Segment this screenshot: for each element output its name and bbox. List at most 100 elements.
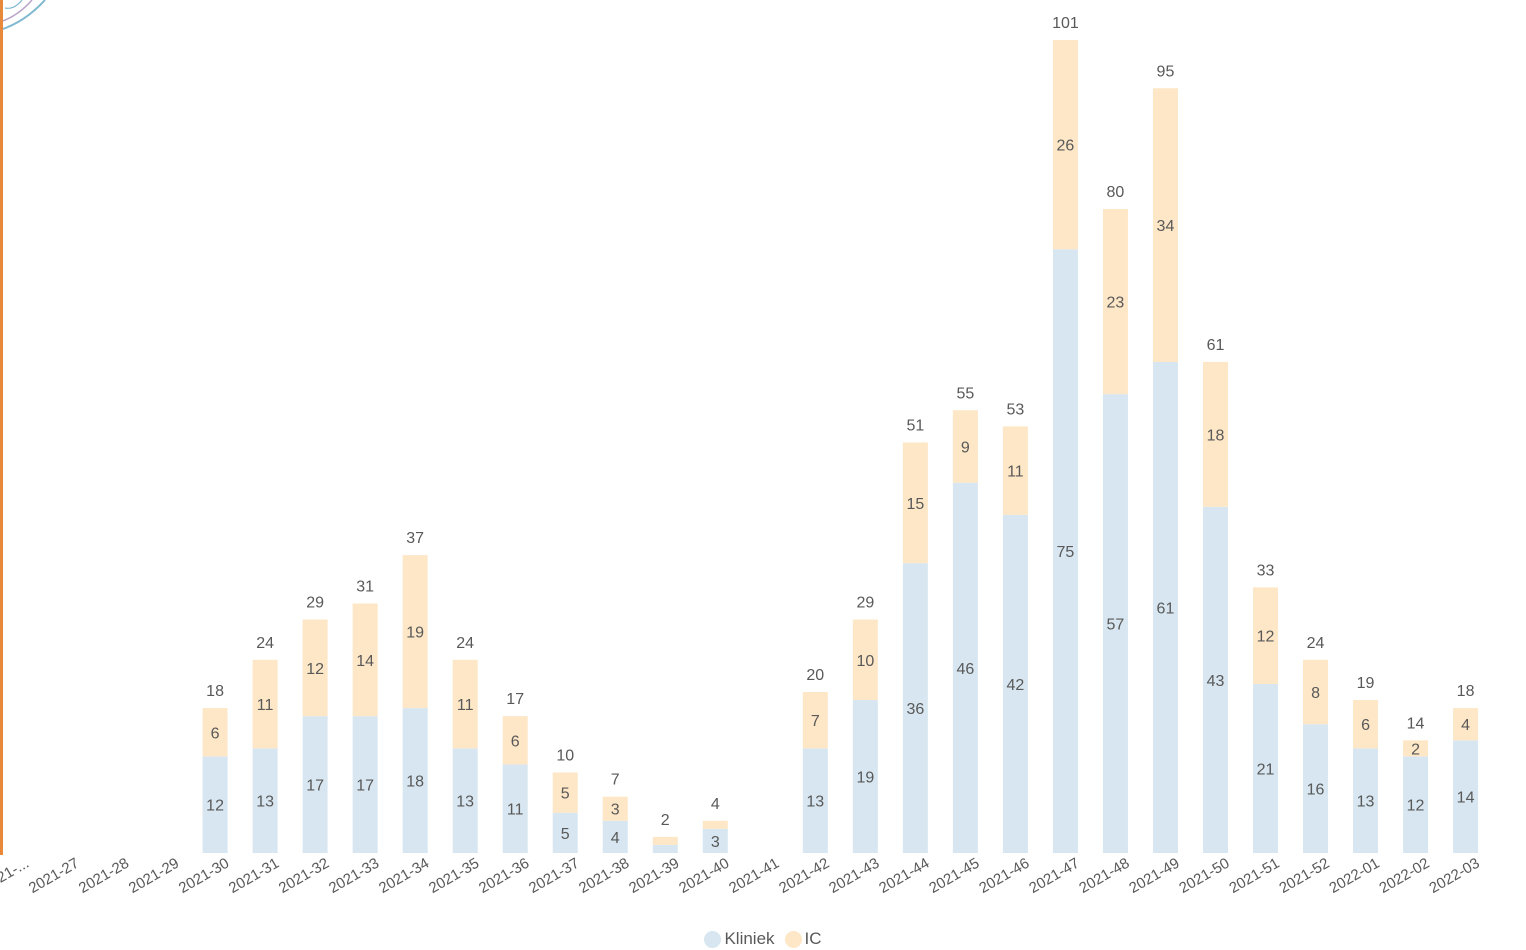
x-tick-label-2021-48: 2021-48 [1076, 855, 1132, 897]
x-tick-label-2021-40: 2021-40 [676, 855, 732, 897]
segment-label-ic-2022-02: 2 [1411, 741, 1420, 758]
segment-label-kliniek-2021-32: 17 [306, 778, 324, 795]
bar-ic-2021-43 [852, 619, 878, 701]
bar-ic-2021-39 [652, 836, 678, 845]
bar-kliniek-2021-45 [952, 482, 978, 853]
bar-ic-2021-34 [402, 555, 428, 709]
x-tick-label-2021-33: 2021-33 [326, 855, 382, 897]
bar-ic-2021-45 [952, 410, 978, 483]
segment-labels-layer: 1261311171217141819131111655433137191036… [206, 138, 1474, 851]
segment-label-ic-2021-44: 15 [906, 496, 924, 513]
logo-arc [4, 0, 23, 9]
bar-kliniek-2021-47 [1052, 249, 1078, 853]
segment-label-ic-2021-34: 19 [406, 625, 424, 642]
total-label-2022-03: 18 [1457, 683, 1475, 700]
legend-label-ic: IC [804, 929, 822, 948]
bar-ic-2021-37 [552, 772, 578, 813]
total-label-2021-34: 37 [406, 530, 424, 547]
bar-kliniek-2021-50 [1202, 506, 1228, 853]
total-label-2021-50: 61 [1207, 337, 1225, 354]
segment-label-ic-2021-32: 12 [306, 661, 324, 678]
total-label-2022-02: 14 [1407, 715, 1425, 732]
total-label-2021-49: 95 [1157, 63, 1175, 80]
bar-ic-2021-44 [902, 442, 928, 564]
segment-label-kliniek-2021-42: 13 [806, 794, 824, 811]
bar-ic-2022-02 [1403, 740, 1429, 757]
x-tick-label-2021-27: 2021-27 [26, 855, 82, 897]
bar-kliniek-2021-51 [1253, 683, 1278, 853]
segment-label-kliniek-2021-45: 46 [956, 661, 974, 678]
x-tick-label-2021-37: 2021-37 [526, 855, 582, 897]
segment-label-kliniek-2021-31: 13 [256, 794, 274, 811]
legend-swatch-kliniek [704, 930, 722, 948]
total-label-2021-44: 51 [906, 417, 924, 434]
segment-label-ic-2021-35: 11 [457, 697, 474, 714]
bar-ic-2021-38 [602, 796, 628, 821]
x-tick-label-2021-38: 2021-38 [576, 855, 632, 897]
bar-ic-2021-50 [1202, 361, 1228, 507]
bar-ic-2021-35 [452, 659, 478, 749]
legend-label-kliniek: Kliniek [724, 929, 775, 948]
legend: Kliniek IC [0, 928, 1526, 950]
bar-ic-2021-47 [1052, 39, 1078, 250]
segment-label-ic-2021-48: 23 [1107, 295, 1125, 312]
legend-item-ic: IC [784, 929, 822, 949]
segment-label-ic-2021-43: 10 [856, 653, 874, 670]
segment-label-ic-2021-31: 11 [257, 697, 274, 714]
x-tick-label-2022-03: 2022-03 [1426, 855, 1482, 897]
bar-kliniek-2021-33 [352, 716, 378, 853]
x-tick-label-2021-41: 2021-41 [726, 855, 782, 897]
total-label-2021-35: 24 [456, 635, 474, 652]
segment-label-ic-2021-33: 14 [356, 653, 374, 670]
total-label-2021-42: 20 [806, 667, 824, 684]
segment-label-kliniek-2021-43: 19 [856, 770, 874, 787]
segment-label-kliniek-2021-48: 57 [1107, 617, 1125, 634]
segment-label-kliniek-2021-30: 12 [206, 798, 224, 815]
logo-arc [0, 0, 33, 23]
bar-ic-2021-49 [1152, 88, 1178, 362]
x-tick-label-2021: 2021-... [0, 855, 32, 895]
total-label-2021-37: 10 [556, 748, 574, 765]
segment-label-kliniek-2022-02: 12 [1407, 798, 1425, 815]
bar-ic-2021-31 [252, 659, 278, 749]
bar-ic-2021-30 [202, 708, 228, 757]
bar-kliniek-2022-01 [1353, 748, 1379, 853]
segment-label-kliniek-2021-52: 16 [1307, 782, 1325, 799]
x-tick-label-2021-52: 2021-52 [1276, 855, 1332, 897]
logo-arc [0, 0, 46, 31]
bar-kliniek-2021-43 [852, 700, 878, 853]
segment-label-ic-2021-50: 18 [1207, 427, 1225, 444]
total-label-2021-43: 29 [856, 595, 874, 612]
bar-kliniek-2021-35 [452, 748, 478, 853]
segment-label-ic-2021-49: 34 [1157, 218, 1175, 235]
x-tick-label-2021-51: 2021-51 [1226, 855, 1282, 897]
bar-kliniek-2021-38 [602, 820, 628, 853]
legend-swatch-ic [784, 930, 802, 948]
segment-label-kliniek-2021-44: 36 [906, 701, 924, 718]
total-label-2021-32: 29 [306, 595, 324, 612]
segment-label-ic-2022-01: 6 [1361, 717, 1370, 734]
bar-kliniek-2022-02 [1403, 756, 1429, 853]
segment-label-ic-2021-42: 7 [811, 713, 820, 730]
segment-label-ic-2021-37: 5 [561, 786, 570, 803]
total-label-2021-38: 7 [611, 772, 620, 789]
segment-label-kliniek-2021-34: 18 [406, 774, 424, 791]
bar-kliniek-2021-39 [652, 844, 678, 853]
total-label-2021-33: 31 [356, 578, 374, 595]
segment-label-kliniek-2021-40: 3 [711, 834, 720, 851]
bar-ic-2021-40 [702, 820, 728, 829]
bar-kliniek-2021-32 [302, 716, 328, 853]
x-tick-label-2021-45: 2021-45 [926, 855, 982, 897]
segment-label-kliniek-2021-38: 4 [611, 830, 620, 847]
total-label-2021-40: 4 [711, 796, 720, 813]
bar-kliniek-2021-49 [1152, 361, 1178, 853]
segment-label-kliniek-2021-33: 17 [356, 778, 374, 795]
segment-label-ic-2021-30: 6 [211, 725, 220, 742]
bar-ic-2021-33 [352, 603, 378, 717]
segment-label-ic-2021-45: 9 [961, 439, 970, 456]
segment-label-kliniek-2022-01: 13 [1357, 794, 1375, 811]
bar-kliniek-2021-37 [552, 812, 578, 853]
segment-label-ic-2021-51: 12 [1257, 629, 1275, 646]
bar-kliniek-2021-31 [252, 748, 278, 853]
